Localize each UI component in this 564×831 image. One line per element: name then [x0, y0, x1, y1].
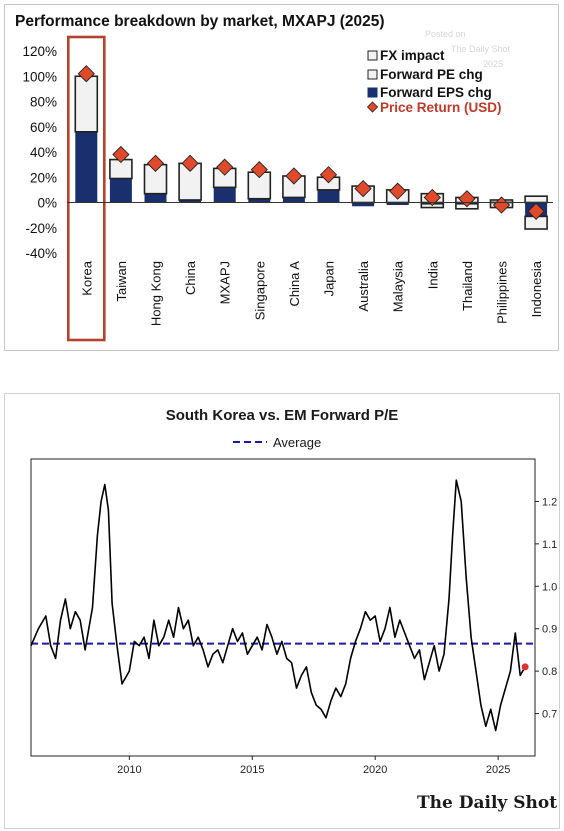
- category-label-india: India: [425, 260, 440, 289]
- last-value-point: [521, 663, 529, 671]
- bar-eps-taiwan: [109, 178, 132, 203]
- price-marker-china: [181, 154, 199, 172]
- bar-pe-korea: [74, 75, 99, 133]
- category-label-australia: Australia: [356, 260, 371, 311]
- legend-eps-swatch: [367, 87, 378, 98]
- price-marker-singapore: [250, 161, 268, 179]
- category-label-japan: Japan: [322, 261, 337, 296]
- category-label-korea: Korea: [79, 260, 94, 295]
- bar-eps-korea: [75, 131, 98, 203]
- legend-fx-label: FX impact: [380, 48, 445, 63]
- y-tick-label: 20%: [30, 170, 57, 185]
- top-legend: FX impact Forward PE chg Forward EPS chg…: [366, 48, 502, 115]
- top-plot-area: 120% 100% 80% 60% 40% 20% 0% -20% -40% Korea Taiwa…: [22, 35, 553, 342]
- category-label-indonesia: Indonesia: [529, 260, 544, 317]
- y-tick-label: 0.7: [542, 709, 557, 721]
- bar-eps-australia: [352, 202, 375, 207]
- watermark-line-2: The Daily Shot: [451, 44, 511, 54]
- y-tick-label: 40%: [30, 145, 57, 160]
- watermark-line-3: 2025: [483, 59, 503, 69]
- top-chart-title: Performance breakdown by market, MXAPJ (…: [15, 13, 385, 30]
- legend-eps-label: Forward EPS chg: [380, 85, 492, 100]
- category-label-thailand: Thailand: [460, 261, 475, 311]
- price-marker-hong-kong: [146, 154, 165, 172]
- y-tick-label: 80%: [30, 95, 57, 110]
- bar-pe-indonesia: [524, 195, 548, 204]
- bottom-chart-panel: South Korea vs. EM Forward P/E Average 0…: [4, 393, 560, 829]
- performance-breakdown-chart: Performance breakdown by market, MXAPJ (…: [15, 13, 553, 342]
- y-tick-label: 0%: [37, 196, 57, 211]
- y-tick-label: 100%: [22, 69, 57, 84]
- y-tick-label: -20%: [25, 221, 57, 236]
- watermark: Posted on The Daily Shot 2025: [425, 29, 511, 69]
- daily-shot-logo: The Daily Shot: [417, 793, 557, 813]
- price-marker-australia: [354, 179, 372, 198]
- price-marker-china-a: [285, 167, 303, 185]
- price-marker-mxapj: [216, 158, 234, 176]
- bar-eps-japan: [317, 189, 340, 203]
- price-marker-indonesia: [527, 202, 545, 220]
- highlight-box-korea: [66, 35, 106, 342]
- category-label-hong-kong: Hong Kong: [149, 261, 164, 326]
- x-tick-label: 2020: [363, 764, 387, 776]
- y-tick-label: 1.2: [542, 496, 557, 508]
- category-label-mxapj: MXAPJ: [218, 261, 233, 304]
- y-tick-label: 120%: [22, 44, 57, 59]
- bottom-plot-area: 0.7 0.8 0.9 1.0 1.1 1.2 2010 2015 2020 2025: [30, 458, 557, 776]
- bar-eps-china: [179, 199, 202, 203]
- legend-price-swatch: [366, 101, 379, 113]
- category-label-singapore: Singapore: [252, 261, 267, 320]
- price-marker-japan: [319, 166, 338, 184]
- y-tick-label: 0.8: [542, 666, 557, 678]
- bottom-chart-title: South Korea vs. EM Forward P/E: [166, 407, 399, 424]
- watermark-line-1: Posted on: [425, 29, 466, 39]
- category-label-malaysia: Malaysia: [391, 260, 406, 312]
- legend-price-label: Price Return (USD): [380, 100, 502, 115]
- price-marker-malaysia: [389, 182, 407, 200]
- category-label-china: China: [183, 260, 198, 295]
- category-label-philippines: Philippines: [495, 261, 510, 324]
- x-tick-label: 2025: [486, 764, 510, 776]
- plot-frame: [30, 458, 536, 757]
- price-marker-korea: [77, 65, 95, 83]
- korea-em-pe-chart: South Korea vs. EM Forward P/E Average 0…: [30, 407, 557, 813]
- legend-pe-swatch: [367, 69, 378, 80]
- price-marker-india: [423, 188, 441, 207]
- legend-pe-label: Forward PE chg: [380, 67, 483, 82]
- y-tick-label: 0.9: [542, 624, 557, 636]
- category-label-china-a: China A: [287, 261, 302, 307]
- x-tick-label: 2010: [117, 764, 141, 776]
- bar-eps-mxapj: [213, 187, 236, 203]
- y-tick-label: -40%: [25, 246, 57, 261]
- bar-eps-singapore: [248, 198, 271, 203]
- price-marker-taiwan: [112, 145, 130, 164]
- legend-average-label: Average: [273, 435, 321, 450]
- bar-eps-malaysia: [386, 202, 409, 206]
- y-tick-label: 1.1: [542, 539, 557, 551]
- category-label-taiwan: Taiwan: [114, 261, 129, 301]
- y-tick-label: 1.0: [542, 581, 557, 593]
- legend-fx-swatch: [367, 50, 378, 61]
- x-tick-label: 2015: [240, 764, 264, 776]
- top-chart-panel: Performance breakdown by market, MXAPJ (…: [4, 4, 559, 351]
- bar-eps-china-a: [282, 197, 305, 203]
- korea-pe-line: [30, 479, 526, 732]
- bar-eps-hong-kong: [144, 193, 167, 203]
- y-tick-label: 60%: [30, 120, 57, 135]
